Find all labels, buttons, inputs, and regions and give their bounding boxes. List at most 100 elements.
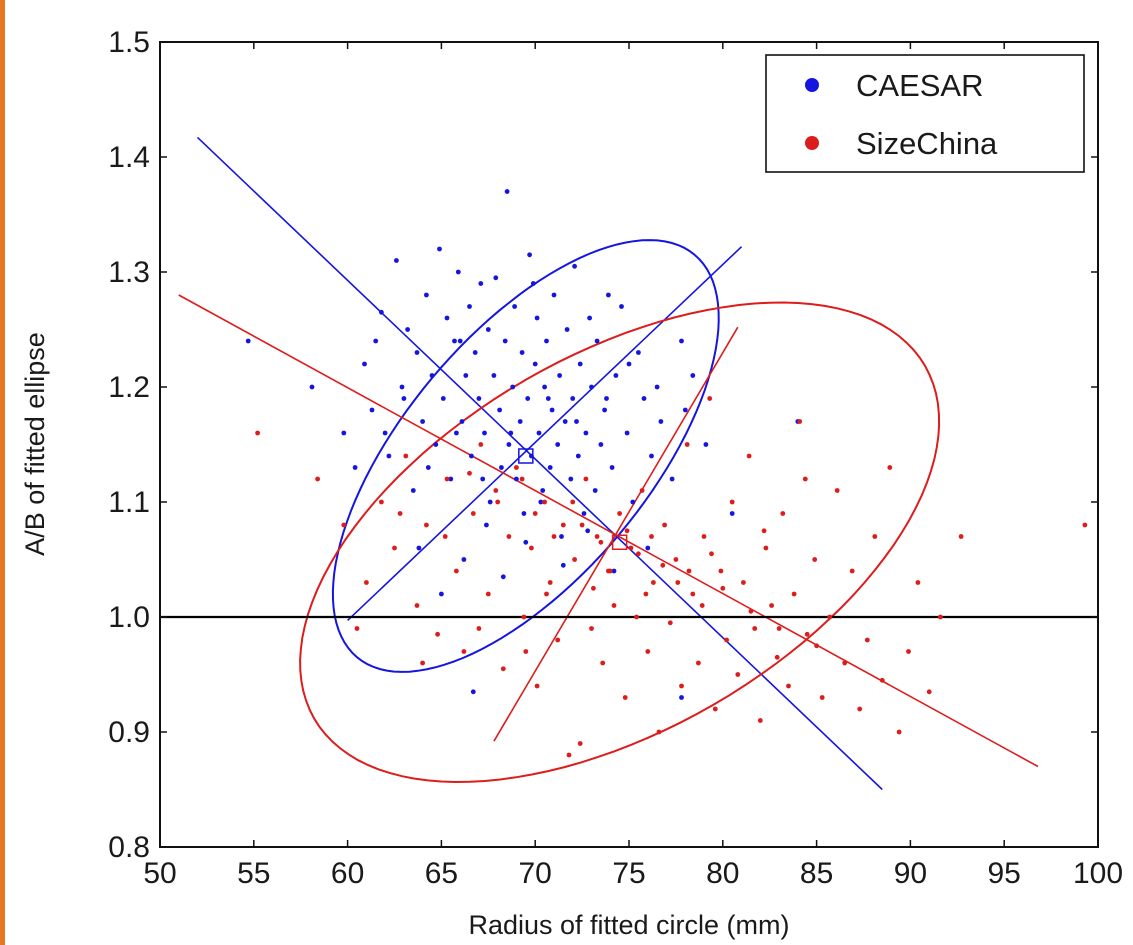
axis-line-sizechina-2 (493, 326, 739, 742)
data-point-caesar (729, 511, 735, 516)
data-point-sizechina (1082, 522, 1088, 528)
data-point-caesar (341, 430, 347, 436)
data-point-caesar (611, 568, 617, 574)
data-point-caesar (379, 309, 384, 315)
data-point-caesar (540, 488, 546, 493)
data-point-sizechina (579, 522, 585, 528)
data-point-sizechina (544, 591, 549, 597)
x-tick-label: 90 (894, 857, 927, 890)
data-point-caesar (538, 499, 544, 505)
data-point-sizechina (519, 476, 525, 482)
data-point-sizechina (761, 528, 767, 534)
data-point-sizechina (397, 511, 403, 516)
data-point-sizechina (379, 499, 384, 505)
data-point-sizechina (470, 511, 476, 516)
axis-line-caesar-2 (347, 246, 743, 622)
data-point-sizechina (776, 626, 782, 631)
y-axis-label: A/B of fitted ellipse (20, 332, 50, 556)
data-point-caesar (401, 396, 407, 401)
data-point-sizechina (797, 419, 803, 424)
data-point-sizechina (500, 666, 506, 672)
data-point-sizechina (570, 499, 576, 505)
data-point-caesar (679, 695, 684, 700)
data-point-sizechina (566, 752, 572, 758)
data-point-caesar (523, 539, 529, 545)
data-point-sizechina (812, 557, 818, 562)
data-point-caesar (572, 263, 577, 269)
data-point-sizechina (757, 718, 763, 723)
data-point-sizechina (600, 660, 606, 666)
data-point-sizechina (403, 453, 409, 459)
data-point-caesar (457, 338, 463, 344)
data-point-caesar (564, 327, 570, 332)
data-point-sizechina (667, 620, 673, 626)
data-point-sizechina (506, 534, 512, 539)
data-point-caesar (545, 396, 551, 401)
data-point-sizechina (679, 683, 684, 689)
y-tick-label: 1.4 (108, 141, 150, 174)
data-point-caesar (410, 488, 416, 493)
data-point-caesar (624, 430, 630, 436)
data-point-sizechina (454, 568, 459, 574)
data-point-caesar (587, 315, 592, 321)
data-point-sizechina (420, 660, 425, 666)
data-point-sizechina (906, 649, 911, 654)
data-point-sizechina (763, 545, 769, 551)
data-point-sizechina (684, 442, 690, 447)
data-point-caesar (669, 476, 675, 482)
data-point-caesar (429, 373, 435, 378)
data-point-sizechina (735, 672, 741, 677)
data-point-caesar (491, 373, 497, 378)
data-point-caesar (575, 453, 581, 459)
y-tick-label: 0.8 (108, 831, 150, 864)
data-point-sizechina (442, 534, 448, 539)
x-tick-label: 60 (331, 857, 364, 890)
data-point-caesar (682, 407, 688, 413)
data-point-sizechina (724, 637, 729, 643)
data-point-sizechina (887, 465, 893, 470)
data-point-sizechina (804, 631, 810, 637)
data-point-sizechina (720, 585, 726, 591)
data-point-sizechina (729, 499, 735, 505)
data-point-caesar (439, 591, 444, 597)
data-point-sizechina (857, 706, 863, 712)
data-point-caesar (609, 465, 615, 470)
plot-frame (159, 41, 1099, 848)
y-tick-label: 1.2 (108, 371, 150, 404)
data-point-caesar (544, 338, 549, 344)
data-point-sizechina (926, 689, 932, 695)
x-tick-label: 95 (988, 857, 1021, 890)
data-point-sizechina (834, 488, 840, 493)
data-point-caesar (557, 373, 562, 378)
axis-line-caesar-1 (196, 136, 883, 791)
legend-label-caesar: CAESAR (856, 68, 983, 103)
legend-label-sizechina: SizeChina (856, 126, 998, 161)
data-point-sizechina (769, 603, 774, 608)
data-point-caesar (536, 430, 542, 436)
y-tick-label: 1.3 (108, 256, 150, 289)
data-point-sizechina (493, 488, 499, 493)
data-point-caesar (485, 327, 491, 332)
data-point-caesar (470, 689, 476, 695)
data-point-caesar (500, 574, 506, 580)
data-point-sizechina (896, 729, 902, 735)
data-point-sizechina (774, 654, 780, 660)
data-point-caesar (416, 545, 422, 551)
data-point-caesar (606, 292, 611, 298)
data-point-caesar (598, 442, 604, 447)
data-point-caesar (444, 315, 450, 321)
data-point-sizechina (701, 534, 707, 539)
data-point-caesar (534, 315, 540, 321)
data-point-sizechina (594, 534, 600, 539)
data-point-caesar (645, 545, 651, 551)
data-point-sizechina (572, 557, 577, 562)
data-point-sizechina (444, 476, 450, 482)
data-point-sizechina (529, 545, 534, 551)
data-point-sizechina (495, 499, 501, 505)
data-point-sizechina (435, 631, 440, 637)
data-point-sizechina (634, 614, 639, 620)
data-point-caesar (373, 338, 379, 344)
data-point-sizechina (849, 568, 855, 574)
data-point-caesar (405, 327, 410, 332)
data-point-caesar (690, 373, 696, 378)
